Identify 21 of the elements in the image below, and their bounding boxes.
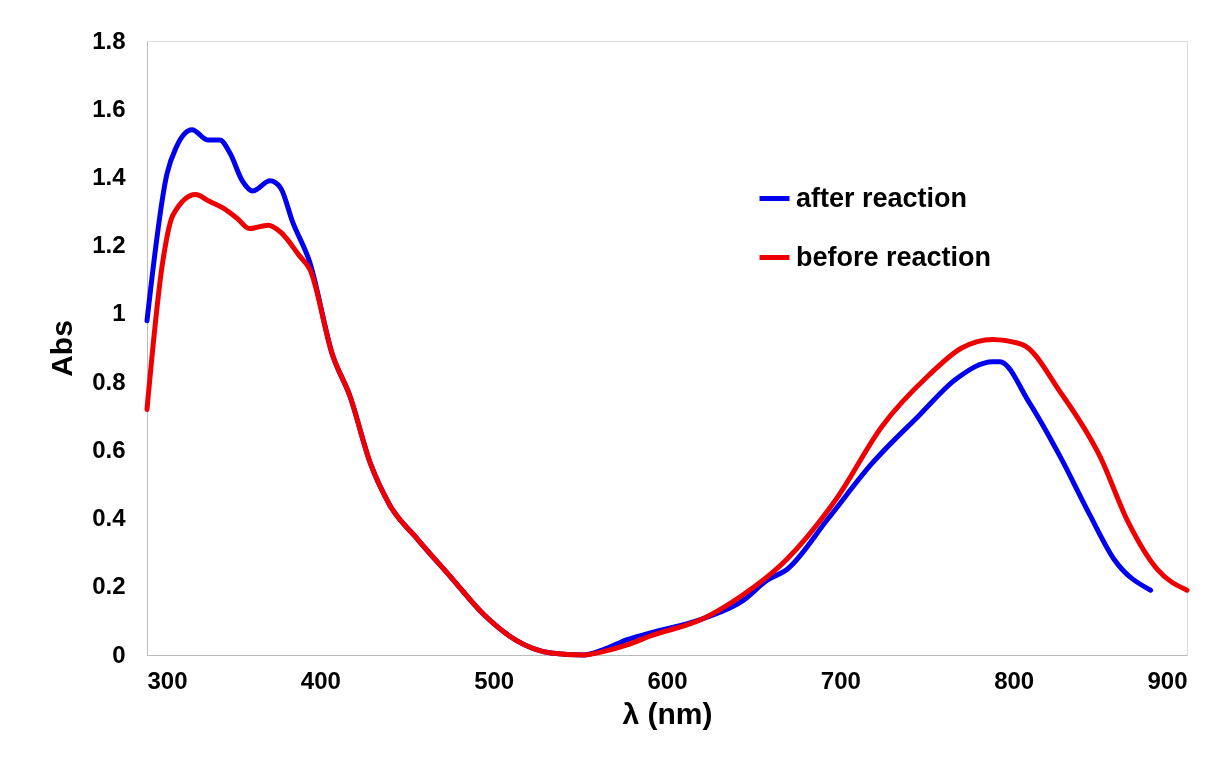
y-tick-label: 1.4 <box>92 162 127 190</box>
x-tick-label: 900 <box>1147 666 1188 694</box>
y-axis-title: Abs <box>45 320 79 377</box>
x-tick-label: 600 <box>647 666 688 694</box>
x-tick-label: 400 <box>300 666 341 694</box>
x-tick-label: 700 <box>820 666 861 694</box>
y-tick-label: 0 <box>112 640 126 668</box>
x-axis-title: λ (nm) <box>622 696 713 730</box>
legend-label: after reaction <box>796 182 968 213</box>
y-tick-label: 1.2 <box>92 231 126 259</box>
legend-label: before reaction <box>796 241 992 272</box>
y-tick-label: 0.8 <box>92 367 126 395</box>
x-tick-label: 300 <box>147 666 188 694</box>
y-tick-label: 0.6 <box>92 435 126 463</box>
y-tick-label: 1.8 <box>92 26 126 54</box>
x-tick-label: 800 <box>994 666 1035 694</box>
y-tick-label: 0.2 <box>92 572 126 600</box>
x-tick-label: 500 <box>474 666 515 694</box>
y-tick-label: 1.6 <box>92 94 126 122</box>
y-tick-label: 0.4 <box>92 504 127 532</box>
y-tick-label: 1 <box>112 299 126 327</box>
